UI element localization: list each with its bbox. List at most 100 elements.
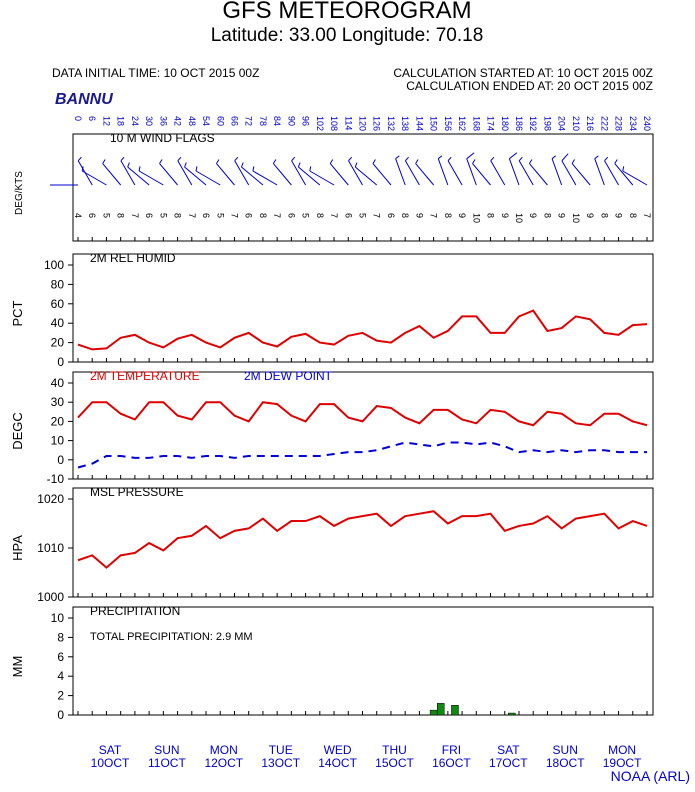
day-date: 16OCT [432, 756, 471, 770]
day-date: 10OCT [91, 756, 130, 770]
credit: NOAA (ARL) [611, 768, 690, 784]
wind-barb [252, 166, 278, 186]
wind-barb [177, 156, 193, 186]
y-tick-label: 0 [57, 708, 64, 722]
wind-barb [234, 156, 250, 186]
panel-title: MSL PRESSURE [90, 485, 184, 499]
hour-label: 60 [215, 116, 225, 126]
y-tick-label: 4 [57, 669, 64, 683]
day-date: 19OCT [603, 756, 642, 770]
wind-barb [159, 159, 178, 186]
hour-label: 144 [414, 116, 424, 131]
day-name: MON [210, 743, 238, 757]
panel-title: PRECIPITATION [90, 604, 180, 618]
y-tick-label: 1000 [37, 590, 64, 604]
wind-speed: 6 [343, 213, 353, 218]
hour-label: 108 [329, 116, 339, 131]
wind-barb [354, 162, 378, 186]
series-line [77, 401, 648, 427]
hour-label: 54 [201, 116, 211, 126]
wind-barb [437, 155, 449, 186]
wind-barb [77, 156, 93, 186]
wind-speed: 8 [542, 213, 552, 218]
wind-barb [447, 156, 463, 186]
wind-speed: 7 [187, 213, 197, 218]
hour-label: 174 [486, 116, 496, 131]
series-line [77, 510, 648, 569]
hour-label: 114 [343, 116, 353, 130]
wind-speed: 7 [372, 213, 382, 218]
wind-speed: 7 [329, 213, 339, 218]
hour-label: 204 [557, 116, 567, 131]
day-name: THU [382, 743, 407, 757]
day-date: 14OCT [318, 756, 357, 770]
hour-label: 30 [144, 116, 154, 126]
wind-speed: 5 [101, 213, 111, 218]
y-tick-label: 2 [57, 689, 64, 703]
wind-speed: 8 [315, 213, 325, 218]
wind-barb [415, 159, 435, 186]
wind-speed: 5 [301, 213, 311, 218]
y-tick-label: 100 [44, 258, 64, 272]
hour-label: 150 [429, 116, 439, 131]
wind-barb [297, 162, 321, 186]
hour-label: 180 [500, 116, 510, 131]
wind-speed: 6 [244, 213, 254, 218]
wind-barb [551, 155, 563, 186]
day-date: 12OCT [204, 756, 243, 770]
day-date: 11OCT [148, 756, 186, 770]
y-tick-label: 10 [51, 434, 65, 448]
wind-barb [120, 156, 136, 186]
hour-label: 228 [614, 116, 624, 131]
precip-bar [429, 709, 438, 716]
hour-label: 138 [400, 116, 410, 131]
y-tick-label: -10 [47, 472, 65, 486]
wind-barb [472, 159, 491, 186]
day-date: 17OCT [489, 756, 528, 770]
wind-speed: 6 [201, 213, 211, 218]
wind-speed: 8 [116, 213, 126, 218]
calc-started: CALCULATION STARTED AT: 10 OCT 2015 00Z [393, 66, 653, 80]
wind-speed: 4 [73, 213, 83, 218]
hour-label: 132 [386, 116, 396, 131]
wind-barb [329, 159, 349, 186]
hour-label: 42 [173, 116, 183, 126]
hour-label: 96 [301, 116, 311, 126]
panel-title: 10 M WIND FLAGS [110, 131, 215, 145]
wind-speed: 7 [229, 213, 239, 218]
precip-bar [436, 703, 445, 716]
wind-speed: 5 [358, 213, 368, 218]
hour-label: 240 [642, 116, 652, 131]
wind-barb [395, 155, 406, 186]
wind-speed: 6 [87, 213, 97, 218]
hour-label: 216 [585, 116, 595, 131]
wind-speed: 9 [500, 213, 510, 218]
wind-speed: 7 [642, 213, 652, 218]
wind-speed: 10 [514, 213, 524, 223]
wind-barb [272, 159, 292, 186]
y-tick-label: 1020 [37, 492, 64, 506]
hour-label: 126 [372, 116, 382, 131]
y-tick-label: 40 [51, 316, 65, 330]
legend-entry: 2M DEW POINT [244, 369, 333, 383]
wind-barb [614, 159, 634, 186]
day-name: SUN [154, 743, 179, 757]
y-tick-label: 0 [57, 355, 64, 369]
wind-speed: 8 [258, 213, 268, 218]
day-name: TUE [269, 743, 293, 757]
wind-speed: 9 [414, 213, 424, 218]
wind-barb [309, 166, 335, 186]
hour-label: 186 [514, 116, 524, 131]
wind-speed: 9 [528, 213, 538, 218]
day-name: SAT [497, 743, 520, 757]
hour-label: 48 [187, 116, 197, 126]
legend-entry: 2M TEMPERATURE [90, 369, 200, 383]
wind-speed: 9 [585, 213, 595, 218]
panel-title: 2M REL HUMID [90, 251, 176, 265]
wind-barb [594, 155, 605, 186]
panel-frame [72, 487, 654, 598]
y-axis-label: DEG/KTS [14, 171, 25, 215]
subtitle: Latitude: 33.00 Longitude: 70.18 [211, 25, 484, 46]
wind-barb [184, 162, 207, 186]
